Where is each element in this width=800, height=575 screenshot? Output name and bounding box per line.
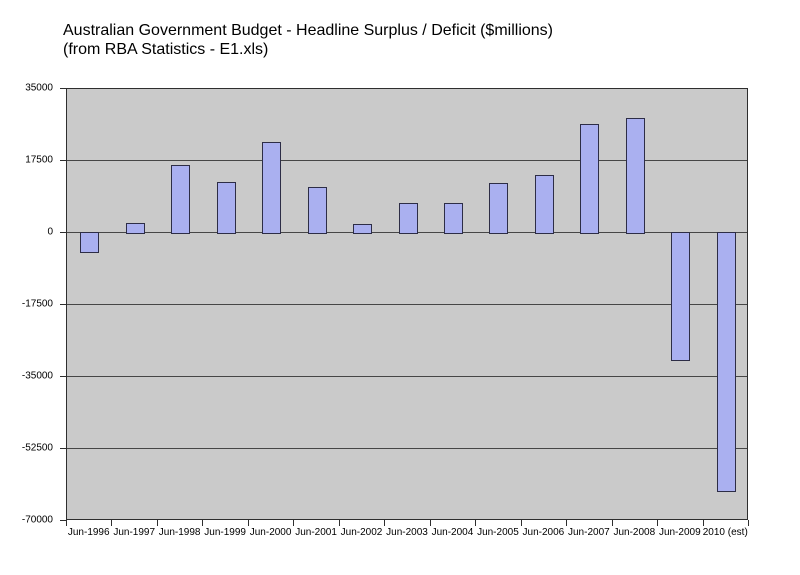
x-tick-7 xyxy=(384,520,386,526)
x-tick-14 xyxy=(702,520,704,526)
x-tick-1 xyxy=(111,520,113,526)
x-tick-11 xyxy=(566,520,568,526)
y-axis-label-52500: -52500 xyxy=(21,442,53,454)
x-tick-0 xyxy=(66,520,67,526)
x-axis-label-jun-2006: Jun-2006 xyxy=(522,527,565,538)
gridline--35000 xyxy=(67,376,747,377)
bar-jun-2006 xyxy=(534,175,554,234)
bar-jun-2008 xyxy=(625,117,645,234)
y-tick-52500 xyxy=(60,447,66,449)
chart-title: Australian Government Budget - Headline … xyxy=(63,21,553,59)
x-axis-label-jun-2004: Jun-2004 xyxy=(431,527,474,538)
chart-title-line2: (from RBA Statistics - E1.xls) xyxy=(63,41,269,58)
bar-jun-2005 xyxy=(489,182,509,234)
x-tick-5 xyxy=(293,520,295,526)
gridline-17500 xyxy=(67,160,747,161)
x-tick-9 xyxy=(475,520,477,526)
y-axis-label-0: 0 xyxy=(47,226,53,238)
y-axis-label-70000: -70000 xyxy=(21,514,53,526)
bar-jun-2007 xyxy=(580,123,600,234)
bar-jun-1996 xyxy=(80,232,100,254)
x-axis-label-jun-1998: Jun-1998 xyxy=(158,527,201,538)
x-tick-13 xyxy=(657,520,659,526)
x-tick-12 xyxy=(611,520,613,526)
bar-jun-2003 xyxy=(398,203,418,234)
x-axis-label-jun-2002: Jun-2002 xyxy=(340,527,383,538)
y-axis-label-17500: 17500 xyxy=(25,154,53,166)
bar-jun-1998 xyxy=(171,164,191,234)
x-axis-label-jun-1997: Jun-1997 xyxy=(113,527,156,538)
y-tick-17500 xyxy=(60,303,66,305)
x-tick-8 xyxy=(429,520,431,526)
x-axis-label-jun-2008: Jun-2008 xyxy=(613,527,656,538)
x-tick-15 xyxy=(748,520,749,526)
y-axis-label-17500: -17500 xyxy=(21,298,53,310)
x-axis-label-jun-2001: Jun-2001 xyxy=(295,527,337,538)
x-axis-label-2010-est: 2010 (est) xyxy=(702,527,748,538)
bar-2010-est xyxy=(716,232,736,493)
x-axis-label-jun-2005: Jun-2005 xyxy=(477,527,519,538)
x-tick-3 xyxy=(202,520,204,526)
x-axis-label-jun-1999: Jun-1999 xyxy=(204,527,246,538)
x-tick-2 xyxy=(156,520,158,526)
bar-jun-2001 xyxy=(307,187,327,234)
x-tick-10 xyxy=(520,520,522,526)
x-axis-label-jun-2000: Jun-2000 xyxy=(249,527,292,538)
bar-jun-2009 xyxy=(671,232,691,361)
bar-jun-2002 xyxy=(353,224,373,234)
x-axis-label-jun-2009: Jun-2009 xyxy=(658,527,701,538)
y-tick-70000 xyxy=(60,519,66,521)
x-axis-label-jun-2007: Jun-2007 xyxy=(568,527,610,538)
bar-jun-2004 xyxy=(443,202,463,234)
x-tick-6 xyxy=(338,520,340,526)
x-tick-4 xyxy=(247,520,249,526)
plot-area xyxy=(66,88,748,520)
y-axis-label-35000: 35000 xyxy=(25,82,53,94)
x-axis-label-jun-2003: Jun-2003 xyxy=(386,527,428,538)
y-axis-label-35000: -35000 xyxy=(21,370,53,382)
y-tick-35000 xyxy=(60,87,66,89)
bar-jun-1997 xyxy=(125,223,145,234)
y-tick-17500 xyxy=(60,159,66,161)
x-axis-label-jun-1996: Jun-1996 xyxy=(67,527,110,538)
gridline--52500 xyxy=(67,448,747,449)
bar-jun-2000 xyxy=(262,142,282,234)
y-tick-0 xyxy=(60,231,66,233)
chart-title-line1: Australian Government Budget - Headline … xyxy=(63,22,553,39)
gridline--17500 xyxy=(67,304,747,305)
bar-jun-1999 xyxy=(216,181,236,234)
y-tick-35000 xyxy=(60,375,66,377)
